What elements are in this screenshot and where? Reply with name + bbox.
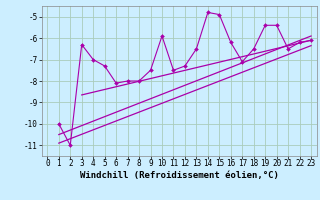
X-axis label: Windchill (Refroidissement éolien,°C): Windchill (Refroidissement éolien,°C) [80, 171, 279, 180]
